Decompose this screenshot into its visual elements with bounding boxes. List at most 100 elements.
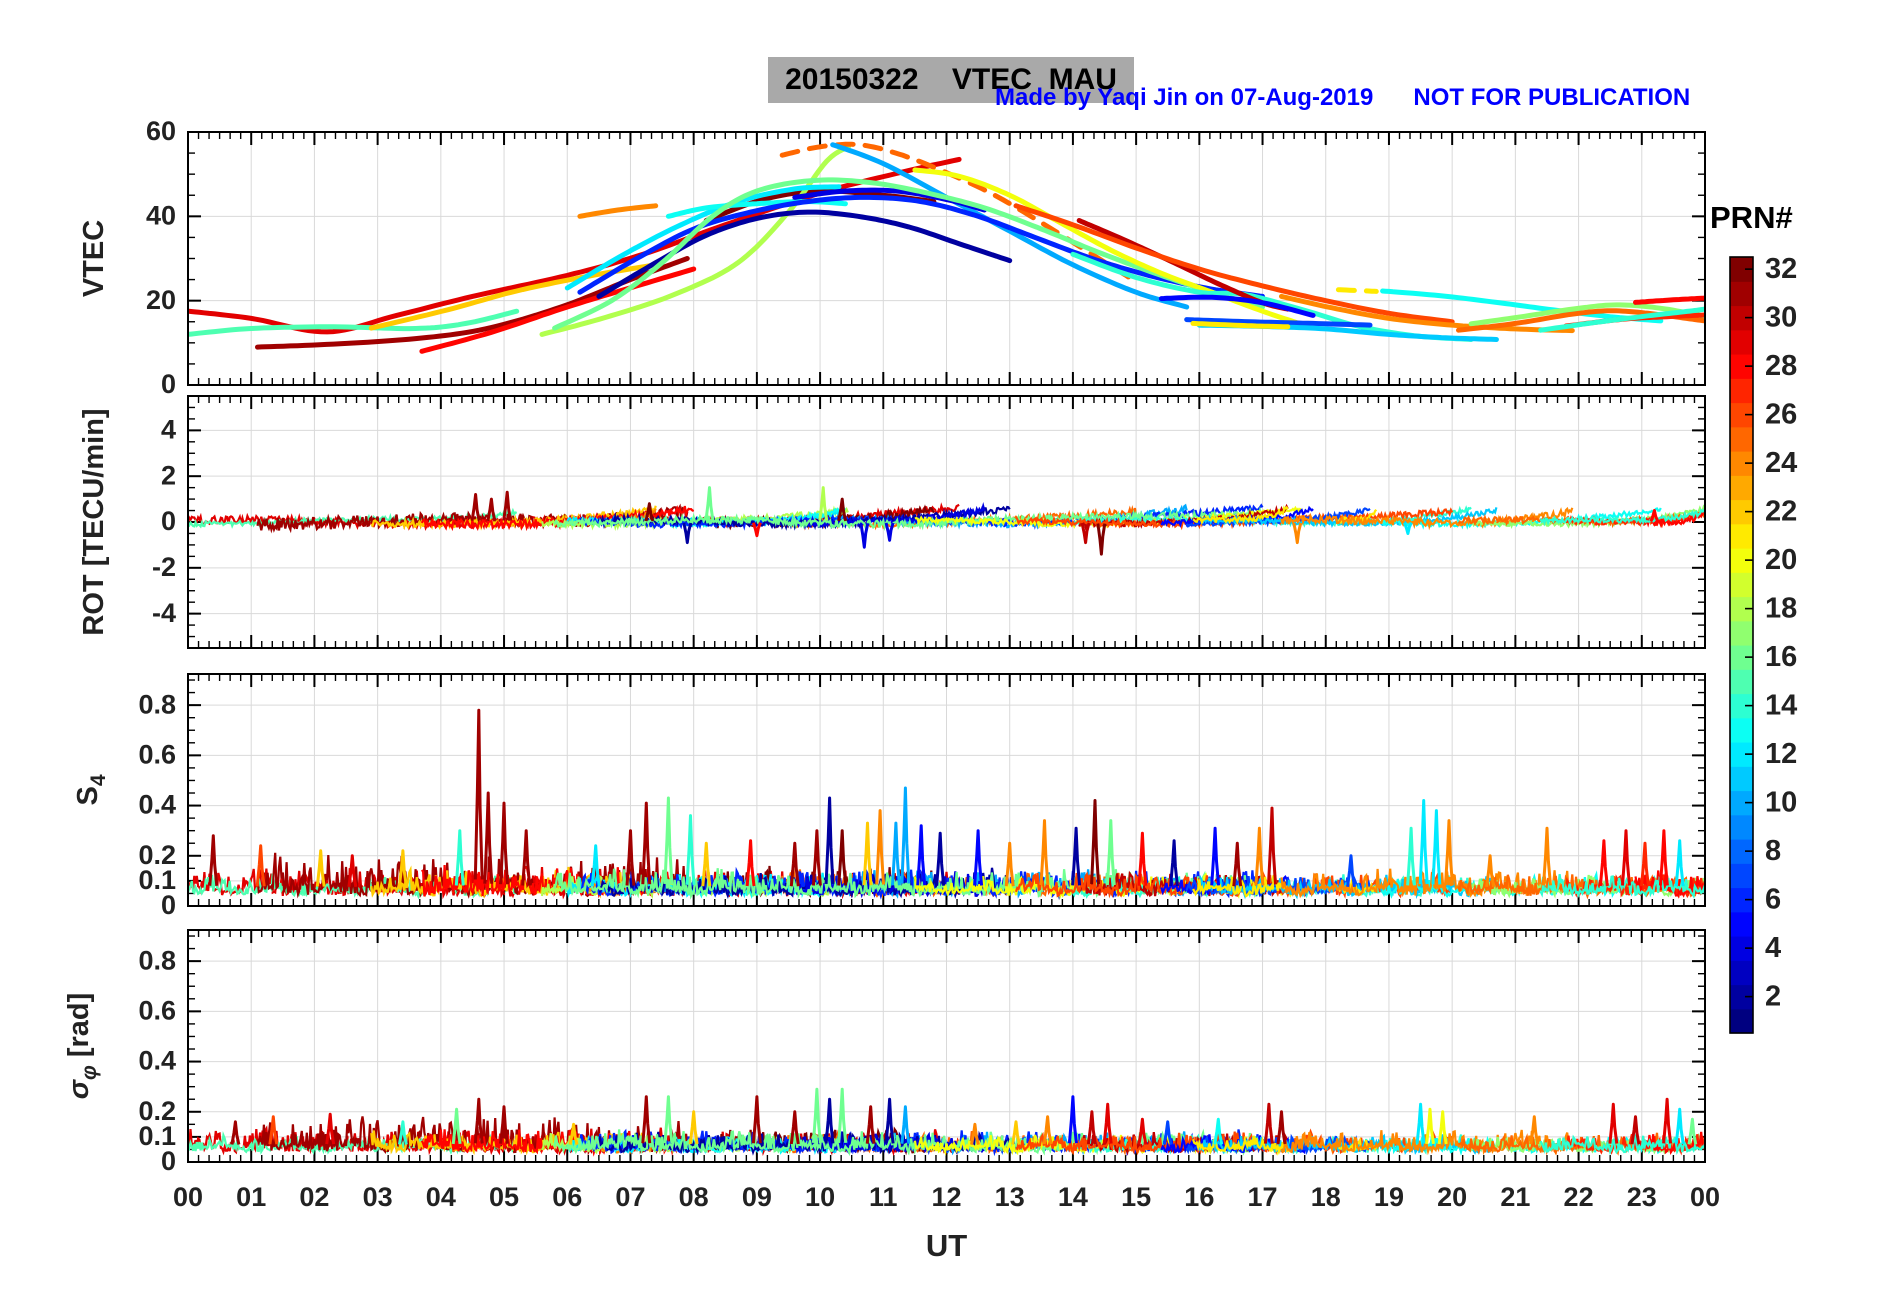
xtick-label: 10 bbox=[805, 1182, 835, 1212]
sigma-spike-prn-5 bbox=[1067, 1095, 1078, 1144]
vtec-pass-prn-21 bbox=[1190, 320, 1291, 330]
ylabel-s4: S4 bbox=[72, 774, 110, 805]
s4-spike-prn-16 bbox=[663, 796, 674, 884]
colorbar-swatch-prn-14 bbox=[1730, 693, 1753, 719]
ytick-label-s4: 0.8 bbox=[138, 689, 176, 719]
ytick-label-sigma: 0.4 bbox=[138, 1046, 176, 1076]
colorbar-swatch-prn-23 bbox=[1730, 475, 1753, 501]
vtec-pass-prn-5 bbox=[1158, 294, 1316, 318]
sigma-spike-prn-31 bbox=[230, 1120, 241, 1145]
rot-spike-prn-31 bbox=[502, 490, 513, 521]
colorbar-swatch-prn-9 bbox=[1730, 814, 1753, 840]
rot-pass-prn-14 bbox=[1539, 508, 1704, 527]
title-box: 20150322 VTEC MAU bbox=[768, 57, 1134, 103]
s4-spike-prn-22 bbox=[397, 849, 408, 887]
rot-spike-prn-32 bbox=[837, 497, 848, 522]
rot-series bbox=[189, 486, 1704, 556]
s4-spike-prn-29 bbox=[1621, 829, 1631, 886]
colorbar-swatch-prn-10 bbox=[1730, 790, 1753, 816]
colorbar-tick-label: 2 bbox=[1765, 980, 1781, 1012]
colorbar-tick-label: 30 bbox=[1765, 301, 1797, 333]
s4-spike-prn-16 bbox=[1105, 819, 1116, 886]
sigma-spike-prn-29 bbox=[1608, 1102, 1619, 1144]
sigma-spike-prn-31 bbox=[1276, 1110, 1287, 1145]
ytick-label-rot: 0 bbox=[161, 506, 176, 536]
sigma-spike-prn-31 bbox=[499, 1105, 509, 1144]
vtec-series bbox=[189, 141, 1704, 354]
s4-spike-prn-28 bbox=[1658, 829, 1669, 886]
sigma-spike-prn-2 bbox=[884, 1097, 895, 1144]
xtick-label: 02 bbox=[299, 1182, 329, 1212]
watermark-gap bbox=[1373, 84, 1413, 111]
xtick-label: 14 bbox=[1058, 1182, 1088, 1212]
sigma-spike-prn-31 bbox=[751, 1095, 762, 1144]
sigma-spike-prn-14 bbox=[397, 1120, 408, 1145]
ytick-label-rot: 4 bbox=[161, 414, 176, 444]
sigma-spike-prn-30 bbox=[1630, 1115, 1641, 1145]
colorbar-swatch-prn-8 bbox=[1730, 839, 1753, 864]
ytick-label-rot: -4 bbox=[152, 598, 176, 628]
s4-spike-prn-31 bbox=[625, 829, 636, 886]
ytick-label-sigma: 0.6 bbox=[138, 995, 176, 1025]
rot-pass-prn-16 bbox=[553, 506, 1264, 532]
xtick-label: 18 bbox=[1311, 1182, 1341, 1212]
s4-spike-prn-14 bbox=[1406, 826, 1417, 886]
vtec-pass-prn-10 bbox=[830, 142, 1190, 310]
vtec-pass-prn-25 bbox=[1456, 308, 1704, 333]
sigma-spike-prn-20 bbox=[1437, 1110, 1448, 1145]
colorbar-swatch-prn-16 bbox=[1730, 645, 1753, 670]
s4-spike-prn-22 bbox=[862, 821, 873, 886]
sigma-pass-prn-21 bbox=[1191, 1135, 1289, 1156]
xtick-label: 16 bbox=[1184, 1182, 1214, 1212]
vtec-pass-prn-6 bbox=[577, 194, 1265, 299]
colorbar-tick-label: 18 bbox=[1765, 592, 1797, 624]
s4-spike-prn-2 bbox=[1169, 839, 1179, 887]
xtick-label: 04 bbox=[426, 1182, 456, 1212]
sigma-spike-prn-26 bbox=[268, 1115, 279, 1145]
colorbar-tick-label: 24 bbox=[1765, 447, 1797, 479]
s4-spike-prn-24 bbox=[1485, 854, 1496, 888]
rot-spike-prn-4 bbox=[859, 522, 870, 549]
s4-spike-prn-12 bbox=[590, 844, 601, 887]
ytick-label-s4: 0.4 bbox=[138, 790, 176, 820]
vtec-pass-prn-7 bbox=[1184, 317, 1373, 328]
rot-spike-prn-2 bbox=[682, 522, 693, 545]
colorbar-tick-label: 32 bbox=[1765, 253, 1797, 285]
xtick-label: 12 bbox=[931, 1182, 961, 1212]
sigma-spike-prn-16 bbox=[837, 1087, 848, 1144]
ytick-label-s4: 0 bbox=[161, 890, 176, 920]
panel-s4: 00.10.2 0.4 0.6 0.8 S4 bbox=[72, 673, 1706, 920]
ytick-label-vtec: 60 bbox=[146, 116, 176, 146]
colorbar-swatch-prn-20 bbox=[1730, 548, 1753, 573]
s4-spike-prn-14 bbox=[454, 829, 465, 886]
s4-spike-prn-2 bbox=[824, 796, 835, 884]
sigma-spike-prn-29 bbox=[1137, 1117, 1148, 1145]
s4-spike-prn-31 bbox=[641, 801, 652, 885]
s4-spike-prn-26 bbox=[255, 844, 266, 887]
rot-spike-prn-4 bbox=[884, 522, 895, 542]
colorbar-tick-label: 20 bbox=[1765, 544, 1797, 576]
vtec-pass-prn-12 bbox=[564, 184, 842, 291]
sigma-spike-prn-24 bbox=[1042, 1115, 1053, 1145]
rot-pass-prn-24 bbox=[1280, 506, 1574, 531]
ytick-label-sigma: 0.1 bbox=[138, 1121, 176, 1151]
sigma-spike-prn-29 bbox=[325, 1112, 336, 1145]
ytick-label-s4: 0.1 bbox=[138, 865, 176, 895]
s4-spike-prn-24 bbox=[1004, 841, 1015, 887]
vtec-pass-prn-28 bbox=[1633, 295, 1704, 305]
xtick-label: 22 bbox=[1564, 1182, 1594, 1212]
s4-pass-prn-17 bbox=[1470, 874, 1704, 899]
s4-spike-prn-31 bbox=[789, 841, 800, 887]
s4-spike-prn-24 bbox=[1254, 826, 1265, 886]
rot-spike-prn-32 bbox=[1096, 523, 1107, 556]
s4-spike-prn-5 bbox=[1210, 826, 1221, 886]
colorbar-swatch-prn-15 bbox=[1730, 669, 1753, 695]
xtick-label: 09 bbox=[742, 1182, 772, 1212]
sigma-spike-prn-13 bbox=[1213, 1117, 1224, 1145]
rot-spike-prn-16 bbox=[704, 486, 715, 521]
s4-spike-prn-2 bbox=[935, 831, 946, 886]
sigma-spike-prn-30 bbox=[1086, 1110, 1097, 1145]
watermark: Made by Yaqi Jin on 07-Aug-2019 NOT FOR … bbox=[995, 84, 1690, 112]
vtec-pass-prn-24 bbox=[1279, 293, 1575, 334]
colorbar-swatch-prn-22 bbox=[1730, 499, 1753, 525]
